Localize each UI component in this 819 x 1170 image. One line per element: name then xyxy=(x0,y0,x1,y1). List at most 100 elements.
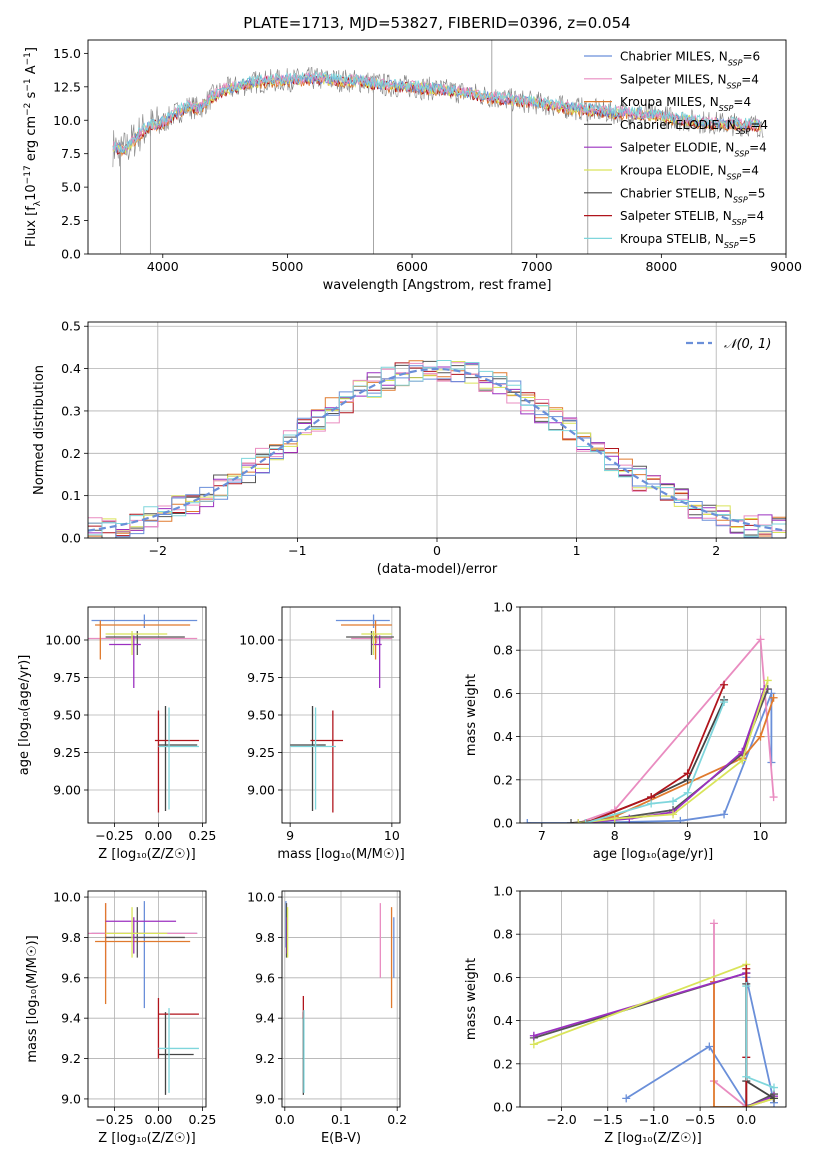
legend-nssp-value: 4 xyxy=(751,72,759,86)
y-tick-label: 9.4 xyxy=(61,1011,81,1026)
weight-point-chabrier_miles xyxy=(720,810,729,819)
legend-subscript: SSP xyxy=(728,58,743,67)
legend-nssp-prefix: , N xyxy=(716,186,733,200)
legend-nssp-prefix: , N xyxy=(719,118,736,132)
x-tick-label: −0.25 xyxy=(95,828,133,843)
y-tick-label: 9.8 xyxy=(255,930,275,945)
y-axis-label-part: s xyxy=(24,91,39,102)
y-tick-label: 7.5 xyxy=(61,146,81,161)
y-axis-label-part: erg cm xyxy=(24,116,39,165)
axes-frame xyxy=(87,890,207,1108)
y-axis-label-part: A xyxy=(24,65,39,78)
normal-distribution-curve xyxy=(88,367,786,532)
legend-entry: Chabrier MILES, NSSP=6 xyxy=(620,50,760,68)
x-tick-label: −0.25 xyxy=(95,1112,133,1127)
weight-point-chabrier_miles xyxy=(767,689,776,698)
weight-point-chabrier_miles xyxy=(705,1042,714,1051)
y-axis-label: mass weight xyxy=(464,958,479,1040)
weight-point-kroupa_stelib xyxy=(683,788,692,797)
x-tick-label: 0.00 xyxy=(145,828,173,843)
legend-label: Salpeter MILES xyxy=(620,72,710,86)
y-tick-label: 0.2 xyxy=(493,1056,513,1071)
legend-entry: Kroupa ELODIE, NSSP=4 xyxy=(620,164,759,182)
x-axis-label: Z [log₁₀(Z/Z☉)] xyxy=(98,1131,195,1146)
y-axis-label-part: ] xyxy=(24,47,39,52)
x-tick-label: 8 xyxy=(611,828,619,843)
axes-frame xyxy=(281,890,401,1108)
legend-nssp-value: 4 xyxy=(759,141,767,155)
y-tick-label: 9.25 xyxy=(247,745,275,760)
y-tick-label: 0.2 xyxy=(493,772,513,787)
y-tick-label: 0.4 xyxy=(61,361,81,376)
y-tick-label: 9.0 xyxy=(255,1091,275,1106)
model-spectrum-kroupa_stelib xyxy=(112,70,761,154)
weight-point-kroupa_stelib xyxy=(742,982,751,991)
legend-eq: = xyxy=(749,141,759,155)
mass-vs-metallicity-panel: −0.25 0.00 0.25 9.0 9.2 9.4 9.6 9.8 10.0 Z [log₁₀… xyxy=(25,890,216,1146)
plot-area xyxy=(285,901,395,1095)
y-tick-label: 0.8 xyxy=(493,927,513,942)
legend-nssp-value: 4 xyxy=(757,209,765,223)
y-tick-label: 2.5 xyxy=(61,213,81,228)
y-tick-label: 10.0 xyxy=(247,890,275,905)
weight-point-kroupa_elodie xyxy=(529,1040,538,1049)
legend-subscript: SSP xyxy=(733,195,748,204)
y-tick-label: 10.00 xyxy=(239,633,275,648)
weight-point-kroupa_elodie xyxy=(669,810,678,819)
y-tick-label: 9.0 xyxy=(61,1091,81,1106)
weight-point-kroupa_stelib xyxy=(647,799,656,808)
legend-nssp-value: 5 xyxy=(758,186,766,200)
y-axis-label-part: −1 xyxy=(23,78,33,91)
legend-nssp-prefix: , N xyxy=(718,141,735,155)
legend-eq: = xyxy=(742,50,752,64)
legend-subscript: SSP xyxy=(734,149,749,158)
x-tick-label: 9000 xyxy=(770,259,802,274)
legend-subscript: SSP xyxy=(727,81,742,90)
legend-eq: = xyxy=(750,118,760,132)
legend-label: Kroupa MILES xyxy=(620,95,702,109)
weight-point-chabrier_miles xyxy=(676,816,685,823)
weight-point-kroupa_miles xyxy=(769,693,778,702)
legend-label: Chabrier STELIB xyxy=(620,186,716,200)
y-tick-label: 9.50 xyxy=(53,708,81,723)
weight-point-kroupa_elodie xyxy=(610,814,619,823)
legend-nssp-value: 6 xyxy=(753,50,761,64)
x-tick-label: 4000 xyxy=(147,259,179,274)
plot-area xyxy=(112,40,764,254)
age-vs-mass-panel: 9 10 9.00 9.25 9.50 9.75 10.00 mass [log₁₀(M/M☉… xyxy=(239,606,405,862)
weight-point-salpeter_miles xyxy=(756,635,765,644)
plot-area xyxy=(523,635,778,823)
y-axis-label-part: 10 xyxy=(24,184,39,201)
y-tick-label: 0.5 xyxy=(61,319,81,334)
legend-nssp-prefix: , N xyxy=(710,164,727,178)
weight-point-kroupa_stelib xyxy=(669,797,678,806)
legend-subscript: SSP xyxy=(724,240,739,249)
y-tick-label: 9.4 xyxy=(255,1011,275,1026)
legend-nssp-value: 5 xyxy=(749,232,757,246)
legend-label: Chabrier MILES xyxy=(620,50,711,64)
y-tick-label: 10.0 xyxy=(53,113,81,128)
legend-label: 𝒩(0, 1) xyxy=(724,337,771,352)
weight-point-chabrier_elodie xyxy=(567,819,576,823)
legend-entry: Kroupa MILES, NSSP=4 xyxy=(620,95,751,113)
legend-eq: = xyxy=(741,164,751,178)
x-tick-label: 0.2 xyxy=(387,1112,407,1127)
y-tick-label: 9.2 xyxy=(255,1051,275,1066)
axes-frame xyxy=(87,606,207,824)
y-tick-label: 9.6 xyxy=(255,970,275,985)
axes-frame xyxy=(519,890,787,1108)
x-axis-label: (data-model)/error xyxy=(377,562,498,577)
x-tick-label: 0.25 xyxy=(189,828,217,843)
residual-histogram-kroupa_elodie xyxy=(88,361,786,533)
legend-eq: = xyxy=(739,232,749,246)
legend-eq: = xyxy=(741,72,751,86)
y-tick-label: 0.0 xyxy=(61,247,81,262)
y-tick-label: 1.0 xyxy=(493,600,513,615)
weight-vs-age-panel: 7 8 9 10 0.0 0.2 0.4 0.6 0.8 1.0 age [log₁₀(age/yr… xyxy=(464,600,787,862)
legend-entry: Salpeter STELIB, NSSP=4 xyxy=(620,209,764,227)
y-tick-label: 1.0 xyxy=(493,884,513,899)
axes-frame xyxy=(87,321,787,539)
y-tick-label: 0.0 xyxy=(493,1100,513,1115)
